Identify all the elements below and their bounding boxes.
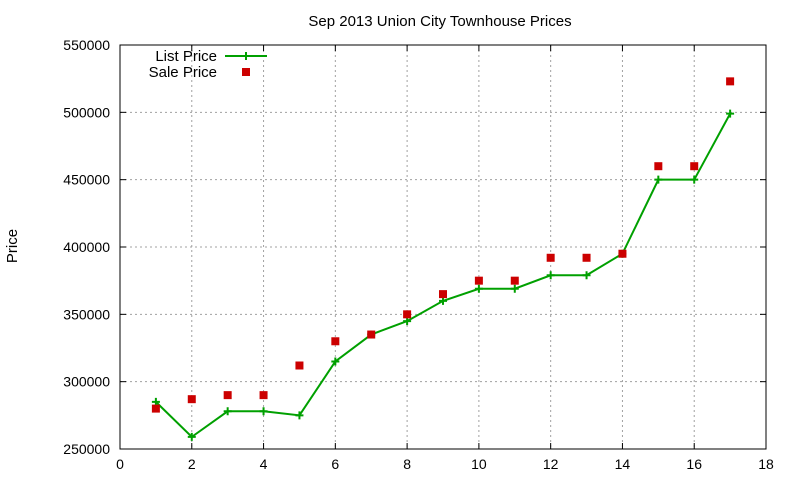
- y-tick-label: 450000: [63, 172, 110, 188]
- y-axis-label: Price: [4, 229, 21, 263]
- list-price-line: [155, 113, 731, 439]
- series-layer: [151, 77, 735, 441]
- list-price-point: [654, 175, 663, 184]
- list-price-point: [259, 407, 268, 416]
- y-tick-label: 400000: [63, 239, 110, 255]
- sale-price-point: [187, 395, 196, 404]
- sale-price-point: [259, 391, 268, 400]
- list-price-point: [151, 397, 160, 406]
- sale-price-point: [403, 310, 412, 319]
- sale-price-point: [654, 162, 663, 171]
- x-tick-label: 6: [331, 456, 339, 472]
- x-tick-label: 4: [260, 456, 268, 472]
- legend-marker-list-price: [242, 52, 250, 60]
- axis-ticks: 0 2 4 6 8 10 12 14 16 18 250000 300000 350000 400000 4…: [63, 37, 774, 472]
- list-price-point: [187, 432, 196, 441]
- y-tick-label: 500000: [63, 104, 110, 120]
- sale-price-point: [510, 276, 519, 285]
- x-tick-label: 18: [758, 456, 774, 472]
- sale-price-point: [582, 253, 591, 262]
- sale-price-point: [546, 253, 555, 262]
- list-price-point: [474, 284, 483, 293]
- x-tick-label: 2: [188, 456, 196, 472]
- list-price-point: [439, 296, 447, 305]
- sale-price-point: [690, 162, 699, 171]
- sale-price-point: [151, 404, 160, 413]
- y-tick-label: 550000: [63, 37, 110, 53]
- sale-price-point: [618, 249, 627, 258]
- list-price-point: [726, 109, 735, 118]
- list-price-point: [510, 284, 519, 293]
- list-price-point: [546, 271, 555, 280]
- sale-price-point: [331, 337, 340, 346]
- y-tick-label: 350000: [63, 306, 110, 322]
- sale-price-point: [726, 77, 735, 86]
- list-price-point: [403, 317, 412, 326]
- sale-price-point: [295, 361, 304, 370]
- x-tick-label: 0: [116, 456, 124, 472]
- list-price-point: [295, 411, 304, 420]
- legend-label-list-price: List Price: [155, 48, 217, 65]
- y-tick-label: 300000: [63, 374, 110, 390]
- sale-price-point: [223, 391, 232, 400]
- x-tick-label: 10: [471, 456, 487, 472]
- list-price-point: [690, 175, 699, 184]
- sale-price-point: [439, 290, 447, 299]
- chart-title: Sep 2013 Union City Townhouse Prices: [308, 13, 571, 30]
- sale-price-point: [367, 330, 376, 339]
- legend-label-sale-price: Sale Price: [149, 64, 217, 81]
- x-tick-label: 12: [543, 456, 559, 472]
- list-price-point: [223, 407, 232, 416]
- list-price-point: [331, 357, 340, 366]
- sale-price-point: [474, 276, 483, 285]
- legend-marker-sale-price: [242, 68, 250, 76]
- x-tick-label: 8: [403, 456, 411, 472]
- x-tick-label: 16: [686, 456, 702, 472]
- grid: [120, 45, 766, 449]
- y-tick-label: 250000: [63, 441, 110, 457]
- x-tick-label: 14: [615, 456, 631, 472]
- list-price-point: [582, 271, 591, 280]
